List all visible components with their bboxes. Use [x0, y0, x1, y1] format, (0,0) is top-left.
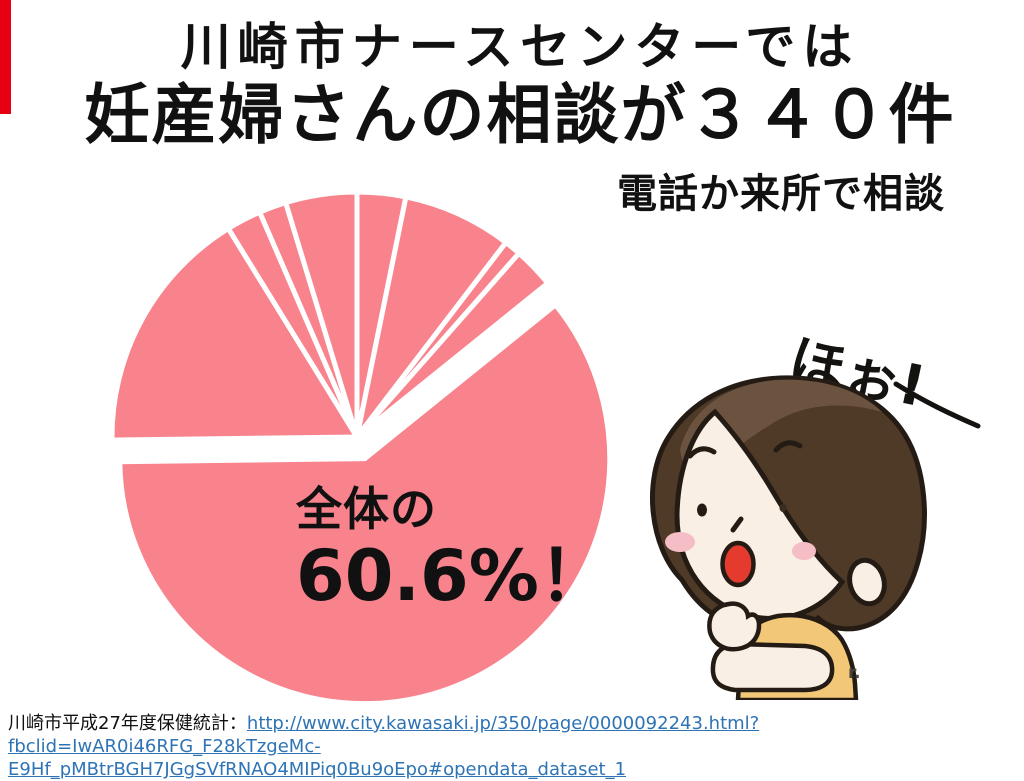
ear	[847, 557, 887, 607]
title-block: 川崎市ナースセンターでは 妊産婦さんの相談が３４０件	[0, 22, 1024, 148]
pie-center-label: 全体の 60.6%！	[296, 486, 609, 611]
accent-bar	[0, 0, 11, 114]
signature: r.	[848, 663, 860, 683]
page-title-line2: 妊産婦さんの相談が３４０件	[84, 78, 956, 153]
page-title-line1: 川崎市ナースセンターでは	[180, 18, 860, 76]
speech-swoosh-line	[893, 381, 981, 429]
pie-slice	[354, 250, 551, 440]
source-label: 川崎市平成27年度保健統計：	[8, 713, 247, 734]
pie-chart	[109, 189, 613, 707]
source-link-line1[interactable]: http://www.city.kawasaki.jp/350/page/000…	[8, 713, 760, 757]
hair-dot	[779, 504, 787, 512]
blush-right	[792, 542, 816, 560]
figure-illustration: ほぉ! r.	[650, 328, 981, 700]
pie-center-label-line2: 60.6%！	[296, 535, 609, 617]
source-link-line2[interactable]: E9Hf_pMBtrBGH7JGgSVfRNAO4MIPiq0Bu9oEpo#o…	[8, 759, 627, 780]
source-line: 川崎市平成27年度保健統計：http://www.city.kawasaki.j…	[8, 712, 1024, 781]
pie-slice	[109, 226, 360, 443]
subtitle: 電話か来所で相談	[617, 171, 945, 217]
pie-slice-highlight	[117, 302, 613, 707]
eye-left	[697, 503, 707, 517]
fist	[707, 601, 762, 652]
pie-center-label-line1: 全体の	[296, 482, 437, 536]
nose	[730, 516, 744, 533]
hair-highlight	[680, 379, 882, 490]
mouth	[720, 540, 756, 588]
pie-slice	[283, 189, 360, 440]
blush-left	[665, 532, 695, 552]
eyebrow-right	[773, 440, 803, 453]
eyebrow-left	[687, 446, 717, 459]
